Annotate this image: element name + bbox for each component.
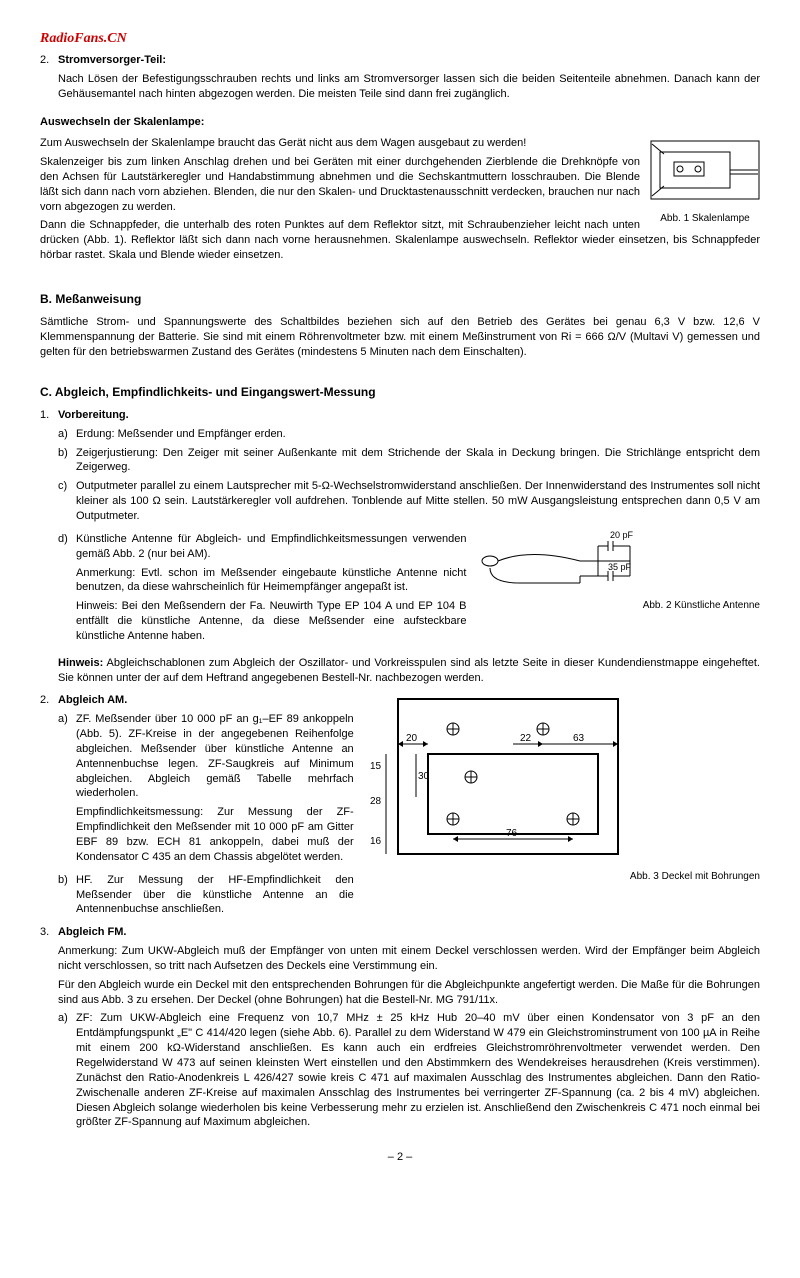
- figure-2: 20 pF 35 pF Abb. 2 Künstliche Ant: [480, 528, 760, 652]
- c2a: a) ZF. Meßsender über 10 000 pF an g₁–EF…: [58, 712, 354, 868]
- sec2-num: 2.: [40, 53, 58, 68]
- svg-text:35 pF: 35 pF: [608, 562, 632, 572]
- fig1-caption: Abb. 1 Skalenlampe: [660, 213, 750, 224]
- c2-heading: 2. Abgleich AM.: [40, 693, 354, 708]
- svg-text:20: 20: [406, 733, 418, 744]
- hinweis: Hinweis: Abgleichschablonen zum Abgleich…: [58, 656, 760, 686]
- c1-heading: 1. Vorbereitung.: [40, 408, 760, 423]
- c3-heading: 3. Abgleich FM.: [40, 925, 760, 940]
- svg-text:63: 63: [573, 733, 585, 744]
- c1-num: 1.: [40, 408, 58, 423]
- c2b-text: HF. Zur Messung der HF-Empfindlichkeit d…: [76, 873, 354, 918]
- svg-text:16: 16: [370, 836, 382, 847]
- figure-3: 20 22 63 15 30 28 76 16 Abb. 3 Deckel mi…: [368, 689, 760, 921]
- c3-p2: Für den Abgleich wurde ein Deckel mit de…: [58, 978, 760, 1008]
- hinweis-label: Hinweis:: [58, 657, 103, 669]
- secB-p1: Sämtliche Strom- und Spannungswerte des …: [40, 315, 760, 360]
- svg-text:28: 28: [370, 796, 382, 807]
- c1d-label: d): [58, 532, 76, 648]
- c1a-label: a): [58, 427, 76, 442]
- hinweis-text: Abgleichschablonen zum Abgleich der Oszi…: [58, 657, 760, 684]
- svg-text:22: 22: [520, 733, 532, 744]
- c2a-text: ZF. Meßsender über 10 000 pF an g₁–EF 89…: [76, 713, 354, 799]
- page-number: – 2 –: [40, 1150, 760, 1165]
- c1c: c) Outputmeter parallel zu einem Lautspr…: [58, 479, 760, 524]
- c3a-label: a): [58, 1011, 76, 1130]
- c1c-label: c): [58, 479, 76, 524]
- svg-text:76: 76: [506, 828, 518, 839]
- secC-title: C. Abgleich, Empfindlichkeits- und Einga…: [40, 384, 760, 400]
- c3-anm: Anmerkung: Zum UKW-Abgleich muß der Empf…: [58, 944, 760, 974]
- c3a-text: ZF: Zum UKW-Abgleich eine Frequenz von 1…: [76, 1011, 760, 1130]
- sec2-title: Stromversorger-Teil:: [58, 53, 760, 68]
- c1b: b) Zeigerjustierung: Den Zeiger mit sein…: [58, 446, 760, 476]
- svg-text:30: 30: [418, 771, 430, 782]
- c3-title: Abgleich FM.: [58, 925, 760, 940]
- section-2-heading: 2. Stromversorger-Teil:: [40, 53, 760, 68]
- fig3-caption: Abb. 3 Deckel mit Bohrungen: [630, 871, 760, 882]
- c2-num: 2.: [40, 693, 58, 708]
- c2a-text2: Empfindlichkeitsmessung: Zur Messung der…: [76, 805, 354, 864]
- fig2-caption: Abb. 2 Künstliche Antenne: [643, 600, 760, 611]
- c1b-text: Zeigerjustierung: Den Zeiger mit seiner …: [76, 446, 760, 476]
- c1d: d) Künstliche Antenne für Abgleich- und …: [58, 532, 466, 648]
- sec2-p1: Nach Lösen der Befestigungsschrauben rec…: [58, 72, 760, 102]
- c1d-text: Künstliche Antenne für Abgleich- und Emp…: [76, 533, 466, 560]
- c1d-hinw: Hinweis: Bei den Meßsendern der Fa. Neuw…: [76, 599, 466, 644]
- c3a: a) ZF: Zum UKW-Abgleich eine Frequenz vo…: [58, 1011, 760, 1130]
- c1a: a) Erdung: Meßsender und Empfänger erden…: [58, 427, 760, 442]
- fig2-svg: 20 pF 35 pF: [480, 528, 640, 608]
- svg-text:20 pF: 20 pF: [610, 530, 634, 540]
- c1d-anm: Anmerkung: Evtl. schon im Meßsender eing…: [76, 566, 466, 596]
- skalen-title: Auswechseln der Skalenlampe:: [40, 115, 760, 130]
- c2a-label: a): [58, 712, 76, 868]
- watermark: RadioFans.CN: [40, 30, 760, 49]
- figure-1: Abb. 1 Skalenlampe: [650, 140, 760, 226]
- c1a-text: Erdung: Meßsender und Empfänger erden.: [76, 427, 760, 442]
- svg-text:15: 15: [370, 761, 382, 772]
- c2-title: Abgleich AM.: [58, 693, 354, 708]
- secB-title: B. Meßanweisung: [40, 291, 760, 307]
- c3-num: 3.: [40, 925, 58, 940]
- fig1-svg: [650, 140, 760, 210]
- c2b-label: b): [58, 873, 76, 918]
- c2b: b) HF. Zur Messung der HF-Empfindlichkei…: [58, 873, 354, 918]
- c1b-label: b): [58, 446, 76, 476]
- c1c-text: Outputmeter parallel zu einem Lautsprech…: [76, 479, 760, 524]
- fig3-svg: 20 22 63 15 30 28 76 16: [368, 689, 628, 879]
- c1-title: Vorbereitung.: [58, 408, 760, 423]
